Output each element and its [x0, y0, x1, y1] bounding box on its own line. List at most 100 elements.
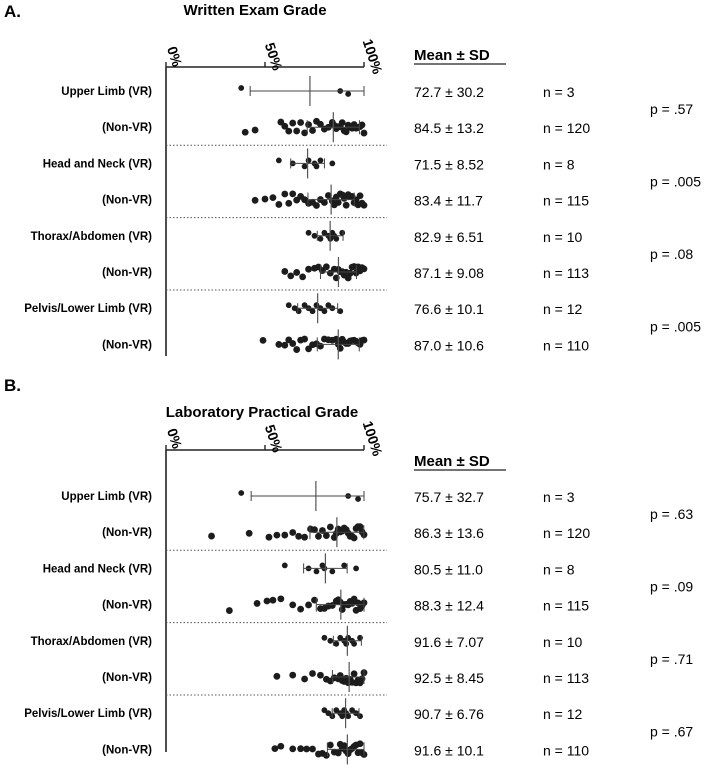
data-point: [275, 341, 283, 348]
data-point: [225, 607, 233, 614]
row-mean-sd: 87.1 ± 9.08: [414, 265, 484, 281]
data-point: [326, 523, 334, 531]
row-mean-sd: 75.7 ± 32.7: [414, 489, 484, 505]
data-point: [289, 190, 297, 198]
data-point: [360, 265, 368, 273]
data-point: [358, 121, 366, 129]
data-point: [345, 713, 352, 720]
data-point: [297, 605, 305, 613]
data-point: [309, 127, 316, 134]
data-row: Thorax/Abdomen (VR) 91.6 ± 7.07 n = 10: [31, 625, 583, 656]
row-mean-sd: 76.6 ± 10.1: [414, 301, 484, 317]
data-point: [322, 263, 330, 271]
data-point: [346, 269, 354, 277]
data-point: [305, 265, 312, 273]
x-tick-label: 0%: [164, 426, 186, 451]
data-point: [334, 199, 342, 206]
data-point: [329, 568, 336, 575]
data-row: Head and Neck (VR) 80.5 ± 11.0 n = 8: [43, 553, 575, 584]
data-row: (Non-VR) 83.4 ± 11.7 n = 115: [102, 184, 589, 215]
row-label: (Non-VR): [102, 267, 152, 279]
row-n: n = 110: [543, 337, 589, 353]
row-n: n = 110: [543, 742, 589, 758]
data-point: [360, 201, 368, 209]
data-point: [305, 601, 312, 609]
data-point: [313, 202, 320, 209]
data-point: [261, 195, 269, 203]
data-point: [356, 192, 364, 200]
data-point: [315, 532, 322, 540]
data-point: [340, 742, 348, 750]
data-point: [324, 192, 332, 199]
data-row: Pelvis/Lower Limb (VR) 76.6 ± 10.1 n = 12: [24, 293, 583, 324]
data-point: [334, 749, 342, 757]
data-point: [317, 235, 324, 242]
row-mean-sd: 87.0 ± 10.6: [414, 337, 484, 353]
panel-letter: B.: [4, 376, 21, 395]
p-value: p = .005: [650, 174, 701, 190]
row-label: (Non-VR): [102, 600, 152, 612]
data-row: (Non-VR) 91.6 ± 10.1 n = 110: [102, 734, 589, 765]
data-point: [342, 128, 350, 136]
data-point: [357, 634, 363, 641]
data-point: [251, 126, 259, 134]
data-row: Pelvis/Lower Limb (VR) 90.7 ± 6.76 n = 12: [24, 698, 583, 729]
data-point: [333, 640, 340, 647]
data-point: [277, 742, 285, 750]
data-point: [311, 526, 318, 534]
data-row: (Non-VR) 87.0 ± 10.6 n = 110: [102, 329, 589, 360]
row-n: n = 10: [543, 229, 583, 245]
p-value: p = .63: [650, 506, 693, 522]
data-point: [301, 533, 308, 541]
data-point: [350, 534, 358, 542]
data-point: [345, 634, 352, 641]
data-point: [360, 129, 368, 137]
data-point: [339, 229, 346, 236]
data-point: [281, 190, 289, 198]
data-point: [281, 341, 289, 349]
row-mean-sd: 80.5 ± 11.0: [414, 561, 483, 577]
data-point: [313, 568, 320, 575]
data-point: [311, 596, 318, 604]
p-value: p = .57: [650, 101, 693, 117]
data-point: [321, 229, 328, 236]
panel-a: A. Written Exam Grade 0% 50% 100% Mean ± SD Up…: [4, 2, 701, 360]
row-mean-sd: 82.9 ± 6.51: [414, 229, 484, 245]
row-mean-sd: 71.5 ± 8.52: [414, 156, 484, 172]
row-mean-sd: 88.3 ± 12.4: [414, 598, 484, 614]
p-value: p = .005: [650, 318, 701, 334]
data-point: [343, 640, 350, 647]
data-point: [289, 119, 297, 127]
data-point: [238, 490, 245, 496]
data-point: [322, 532, 330, 539]
data-point: [301, 335, 308, 343]
data-point: [311, 232, 318, 239]
data-row: Thorax/Abdomen (VR) 82.9 ± 6.51 n = 10: [31, 220, 583, 251]
data-point: [338, 119, 346, 127]
row-mean-sd: 83.4 ± 11.7: [414, 193, 483, 209]
data-point: [259, 336, 267, 344]
data-point: [356, 523, 364, 531]
data-point: [305, 157, 312, 164]
data-point: [281, 531, 289, 539]
data-point: [238, 85, 245, 91]
data-point: [345, 91, 352, 97]
p-value: p = .08: [650, 246, 693, 262]
data-point: [325, 710, 332, 717]
row-n: n = 3: [543, 84, 575, 100]
data-point: [350, 670, 358, 678]
data-point: [317, 342, 324, 350]
p-value: p = .71: [650, 651, 693, 667]
data-point: [309, 308, 316, 315]
data-point: [328, 602, 336, 609]
data-point: [281, 562, 288, 569]
data-point: [273, 531, 281, 539]
data-point: [325, 302, 332, 309]
data-point: [341, 562, 348, 569]
data-point: [295, 532, 303, 540]
row-label: Head and Neck (VR): [43, 158, 152, 170]
p-value: p = .67: [650, 723, 693, 739]
data-point: [321, 634, 328, 641]
row-n: n = 120: [543, 120, 590, 136]
